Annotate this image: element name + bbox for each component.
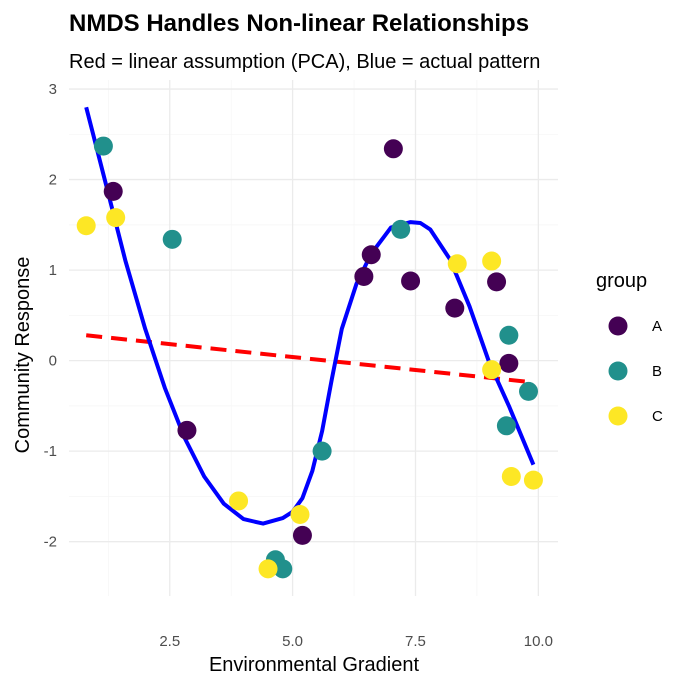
data-point-group-b: [93, 136, 113, 156]
y-tick-label: -1: [44, 443, 57, 460]
data-point-group-b: [162, 229, 182, 249]
legend-key-c: [608, 406, 628, 426]
grid-lines: [69, 80, 558, 596]
data-point-group-a: [103, 181, 123, 201]
data-point-group-c: [482, 360, 502, 380]
legend-key-a: [608, 316, 628, 336]
chart-title: NMDS Handles Non-linear Relationships: [69, 10, 529, 37]
data-point-group-b: [519, 381, 539, 401]
y-tick-label: 3: [49, 81, 57, 98]
y-tick-label: 1: [49, 262, 57, 279]
data-point-group-b: [273, 559, 293, 579]
legend: group A B C: [596, 270, 663, 426]
data-point-group-c: [106, 208, 126, 228]
legend-title: group: [596, 270, 647, 292]
legend-label-a: A: [652, 318, 662, 335]
plot-panel: [69, 80, 558, 596]
y-axis-title: Community Response: [12, 257, 34, 454]
data-point-group-a: [383, 139, 403, 159]
legend-label-b: B: [652, 363, 662, 380]
data-point-group-a: [354, 266, 374, 286]
data-point-group-b: [312, 441, 332, 461]
data-point-group-c: [523, 470, 543, 490]
data-points: [76, 136, 543, 579]
y-tick-label: 0: [49, 353, 57, 370]
chart-subtitle: Red = linear assumption (PCA), Blue = ac…: [69, 51, 540, 73]
data-point-group-c: [258, 559, 278, 579]
x-tick-label: 5.0: [282, 633, 303, 650]
x-tick-label: 2.5: [159, 633, 180, 650]
data-point-group-a: [361, 245, 381, 265]
legend-items: A B C: [608, 316, 663, 426]
data-point-group-a: [401, 271, 421, 291]
data-point-group-c: [482, 251, 502, 271]
x-axis-ticks: 2.5 5.0 7.5 10.0: [159, 633, 553, 650]
y-tick-label: 2: [49, 172, 57, 189]
data-point-group-b: [499, 325, 519, 345]
data-point-group-c: [229, 491, 249, 511]
x-tick-label: 10.0: [524, 633, 553, 650]
data-point-group-a: [292, 525, 312, 545]
data-point-group-a: [177, 420, 197, 440]
y-tick-label: -2: [44, 534, 57, 551]
data-point-group-c: [290, 505, 310, 525]
data-point-group-c: [501, 467, 521, 487]
data-point-group-b: [391, 219, 411, 239]
x-tick-label: 7.5: [405, 633, 426, 650]
data-point-group-a: [487, 272, 507, 292]
data-point-group-a: [445, 298, 465, 318]
data-point-group-a: [499, 353, 519, 373]
y-axis-ticks: -2 -1 0 1 2 3: [44, 81, 57, 551]
x-axis-title: Environmental Gradient: [209, 654, 420, 676]
data-point-group-c: [447, 254, 467, 274]
data-point-group-b: [496, 416, 516, 436]
data-point-group-c: [76, 216, 96, 236]
legend-label-c: C: [652, 408, 663, 425]
legend-key-b: [608, 361, 628, 381]
